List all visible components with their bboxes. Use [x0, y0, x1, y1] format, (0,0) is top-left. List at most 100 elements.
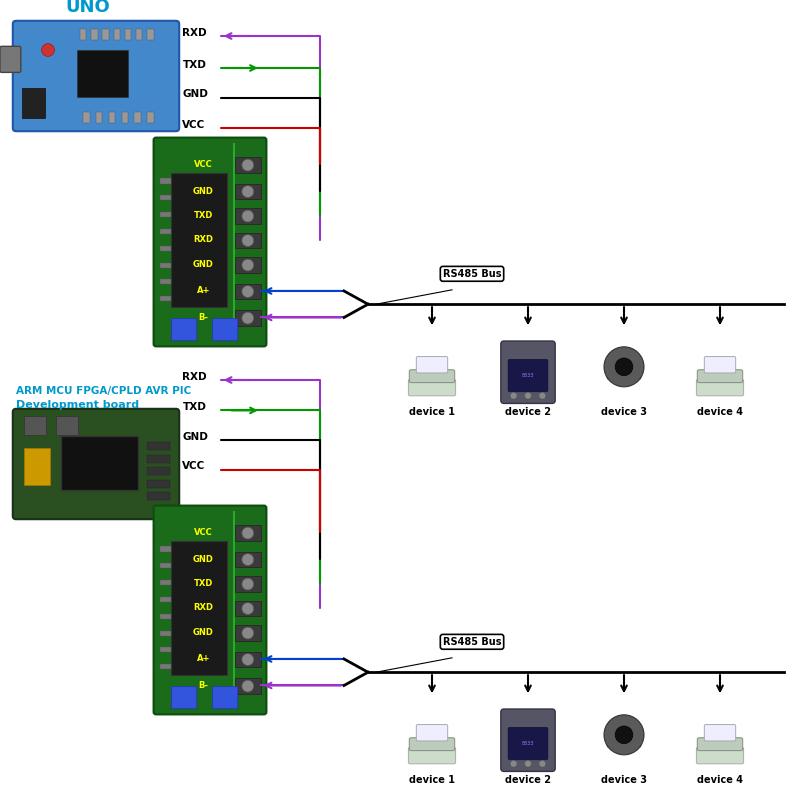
- Circle shape: [242, 654, 254, 666]
- Bar: [235, 552, 261, 567]
- Bar: [96, 113, 102, 123]
- Circle shape: [525, 392, 531, 399]
- FancyBboxPatch shape: [213, 686, 238, 709]
- Bar: [235, 208, 261, 224]
- Circle shape: [242, 159, 254, 171]
- Text: GND: GND: [193, 260, 214, 269]
- FancyBboxPatch shape: [704, 357, 736, 373]
- Text: RS485 Bus: RS485 Bus: [442, 637, 502, 647]
- Text: RXD: RXD: [194, 603, 214, 613]
- Bar: [77, 50, 128, 97]
- Bar: [235, 652, 261, 667]
- Bar: [235, 526, 261, 541]
- Circle shape: [525, 760, 531, 767]
- Text: TXD: TXD: [182, 60, 206, 70]
- Circle shape: [242, 259, 254, 271]
- Circle shape: [539, 392, 546, 399]
- Bar: [235, 233, 261, 248]
- FancyBboxPatch shape: [410, 370, 454, 382]
- Bar: [171, 541, 227, 675]
- FancyBboxPatch shape: [171, 686, 197, 709]
- Text: GND: GND: [193, 628, 214, 637]
- Bar: [80, 30, 86, 39]
- FancyBboxPatch shape: [13, 21, 179, 131]
- Bar: [235, 158, 261, 173]
- FancyBboxPatch shape: [508, 727, 548, 760]
- Circle shape: [42, 43, 54, 56]
- Text: device 4: device 4: [697, 406, 743, 417]
- Text: TXD: TXD: [194, 211, 214, 220]
- Text: device 1: device 1: [409, 406, 455, 417]
- Bar: [160, 178, 171, 183]
- Text: A+: A+: [197, 654, 210, 663]
- Text: RS485 Bus: RS485 Bus: [442, 269, 502, 279]
- Circle shape: [510, 760, 517, 767]
- Bar: [235, 626, 261, 641]
- Text: B-: B-: [198, 313, 209, 322]
- Bar: [160, 195, 171, 200]
- Bar: [160, 563, 171, 568]
- Bar: [147, 492, 170, 501]
- Circle shape: [242, 578, 254, 590]
- Text: Development board: Development board: [16, 401, 139, 410]
- Circle shape: [615, 358, 633, 376]
- Text: 8333: 8333: [522, 741, 534, 746]
- FancyBboxPatch shape: [697, 747, 744, 764]
- Bar: [160, 229, 171, 234]
- Text: UNO: UNO: [66, 0, 110, 16]
- FancyBboxPatch shape: [704, 725, 736, 741]
- Text: GND: GND: [193, 554, 214, 563]
- Circle shape: [242, 602, 254, 614]
- Text: device 2: device 2: [505, 774, 551, 785]
- FancyBboxPatch shape: [416, 725, 448, 741]
- Circle shape: [242, 554, 254, 566]
- Circle shape: [242, 680, 254, 692]
- FancyBboxPatch shape: [501, 709, 555, 771]
- Bar: [56, 416, 78, 435]
- FancyBboxPatch shape: [501, 341, 555, 403]
- Bar: [160, 630, 171, 636]
- Text: GND: GND: [193, 186, 214, 195]
- Text: device 1: device 1: [409, 774, 455, 785]
- Bar: [134, 113, 141, 123]
- Bar: [147, 442, 170, 450]
- Bar: [160, 647, 171, 653]
- Bar: [235, 576, 261, 592]
- Bar: [235, 258, 261, 273]
- Bar: [109, 113, 115, 123]
- Text: RXD: RXD: [182, 372, 207, 382]
- Circle shape: [615, 726, 633, 744]
- Bar: [160, 279, 171, 285]
- Bar: [122, 113, 128, 123]
- Bar: [235, 678, 261, 694]
- FancyBboxPatch shape: [171, 318, 197, 341]
- Bar: [147, 480, 170, 488]
- FancyBboxPatch shape: [508, 359, 548, 392]
- FancyBboxPatch shape: [698, 738, 742, 750]
- Text: VCC: VCC: [194, 528, 213, 537]
- Circle shape: [539, 760, 546, 767]
- FancyBboxPatch shape: [698, 370, 742, 382]
- Text: TXD: TXD: [182, 402, 206, 412]
- Bar: [24, 448, 50, 485]
- Bar: [235, 284, 261, 299]
- Text: device 3: device 3: [601, 774, 647, 785]
- Bar: [171, 173, 227, 307]
- Circle shape: [242, 627, 254, 639]
- Circle shape: [242, 186, 254, 198]
- Bar: [147, 454, 170, 463]
- Text: VCC: VCC: [182, 120, 206, 130]
- FancyBboxPatch shape: [213, 318, 238, 341]
- FancyBboxPatch shape: [607, 733, 641, 747]
- FancyBboxPatch shape: [409, 379, 456, 396]
- FancyBboxPatch shape: [13, 409, 179, 519]
- FancyBboxPatch shape: [154, 138, 266, 346]
- Text: GND: GND: [182, 432, 208, 442]
- Bar: [91, 30, 98, 39]
- Circle shape: [604, 715, 644, 755]
- Bar: [125, 30, 131, 39]
- Bar: [160, 664, 171, 670]
- Text: B-: B-: [198, 681, 209, 690]
- Text: A+: A+: [197, 286, 210, 295]
- FancyBboxPatch shape: [154, 506, 266, 714]
